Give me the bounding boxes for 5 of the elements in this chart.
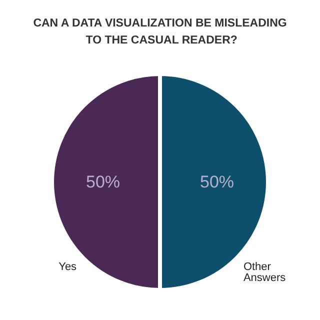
data-label: 50% <box>200 172 234 192</box>
chart-title: CAN A DATA VISUALIZATION BE MISLEADING TO THE CASUAL READER? <box>33 18 287 46</box>
slice-label: Yes <box>58 260 78 273</box>
data-label: 50% <box>86 172 120 192</box>
slice-label: Other Answers <box>243 260 286 284</box>
